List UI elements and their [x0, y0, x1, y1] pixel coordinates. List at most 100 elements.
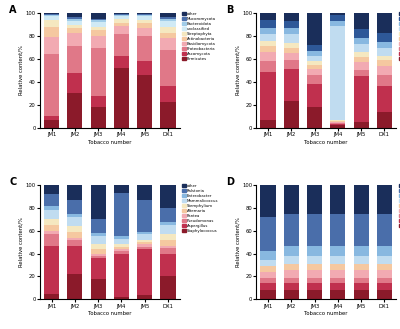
Bar	[137, 13, 152, 14]
Bar	[377, 112, 392, 128]
Bar	[307, 290, 322, 299]
Bar	[114, 237, 129, 239]
Bar	[137, 232, 152, 234]
Bar	[354, 214, 369, 245]
Bar	[160, 16, 176, 19]
Bar	[377, 66, 392, 75]
Bar	[330, 278, 345, 283]
Bar	[114, 15, 129, 16]
Bar	[137, 36, 152, 61]
Bar	[137, 75, 152, 128]
Bar	[67, 274, 82, 299]
Bar	[44, 38, 59, 54]
Bar	[307, 69, 322, 75]
Bar	[137, 240, 152, 242]
Bar	[114, 244, 129, 247]
Bar	[330, 122, 345, 123]
Bar	[260, 217, 276, 251]
Bar	[114, 247, 129, 249]
Bar	[114, 14, 129, 15]
Bar	[160, 276, 176, 299]
Bar	[44, 54, 59, 115]
Bar	[307, 56, 322, 61]
Bar	[330, 124, 345, 125]
Bar	[91, 96, 106, 107]
Bar	[114, 185, 129, 193]
Bar	[137, 61, 152, 75]
Bar	[260, 185, 276, 217]
Bar	[67, 19, 82, 21]
Bar	[67, 73, 82, 93]
Bar	[67, 238, 82, 240]
Bar	[260, 20, 276, 28]
Bar	[307, 270, 322, 278]
Legend: other, Burkholderiaceae, Teratosphaeriaceae, Wallemiaceae, Enterobacteriaceae, E: other, Burkholderiaceae, Teratosphaeriac…	[399, 12, 400, 61]
Bar	[91, 258, 106, 279]
Bar	[91, 19, 106, 20]
Bar	[67, 16, 82, 19]
Bar	[354, 278, 369, 283]
Bar	[137, 234, 152, 240]
Bar	[307, 84, 322, 107]
Bar	[137, 28, 152, 36]
Bar	[137, 244, 152, 247]
Bar	[260, 251, 276, 261]
Bar	[284, 278, 299, 283]
Bar	[354, 44, 369, 52]
Bar	[330, 123, 345, 124]
Bar	[137, 14, 152, 15]
Bar	[137, 23, 152, 28]
Bar	[67, 245, 82, 274]
Bar	[330, 264, 345, 270]
Bar	[354, 38, 369, 44]
Text: A: A	[9, 5, 17, 15]
Bar	[284, 34, 299, 43]
Bar	[91, 185, 106, 219]
Bar	[67, 232, 82, 238]
Bar	[91, 13, 106, 19]
Bar	[260, 28, 276, 34]
Bar	[284, 256, 299, 264]
Bar	[377, 283, 392, 290]
Bar	[330, 121, 345, 122]
Bar	[284, 13, 299, 21]
Bar	[377, 214, 392, 245]
Y-axis label: Relative content/%: Relative content/%	[19, 217, 24, 267]
Bar	[260, 52, 276, 61]
Bar	[307, 278, 322, 283]
Bar	[260, 120, 276, 128]
Bar	[44, 13, 59, 14]
Bar	[330, 214, 345, 245]
Bar	[307, 61, 322, 65]
Bar	[354, 63, 369, 70]
Bar	[354, 245, 369, 256]
Bar	[284, 185, 299, 214]
Bar	[377, 290, 392, 299]
Bar	[284, 21, 299, 28]
Bar	[137, 295, 152, 299]
Bar	[44, 245, 59, 294]
Bar	[160, 19, 176, 21]
Bar	[160, 234, 176, 240]
Bar	[44, 119, 59, 128]
Bar	[377, 256, 392, 264]
Bar	[44, 194, 59, 206]
Bar	[67, 214, 82, 217]
Bar	[260, 46, 276, 52]
Bar	[377, 87, 392, 112]
Bar	[377, 278, 392, 283]
X-axis label: Tobacco number: Tobacco number	[88, 139, 132, 145]
Bar	[377, 42, 392, 47]
Bar	[114, 193, 129, 237]
Bar	[354, 52, 369, 57]
Bar	[91, 249, 106, 254]
Bar	[284, 53, 299, 60]
Bar	[91, 244, 106, 249]
Bar	[284, 60, 299, 69]
Bar	[330, 185, 345, 214]
Bar	[307, 107, 322, 128]
Bar	[307, 75, 322, 84]
Bar	[284, 245, 299, 256]
Bar	[260, 278, 276, 283]
Bar	[330, 13, 345, 15]
